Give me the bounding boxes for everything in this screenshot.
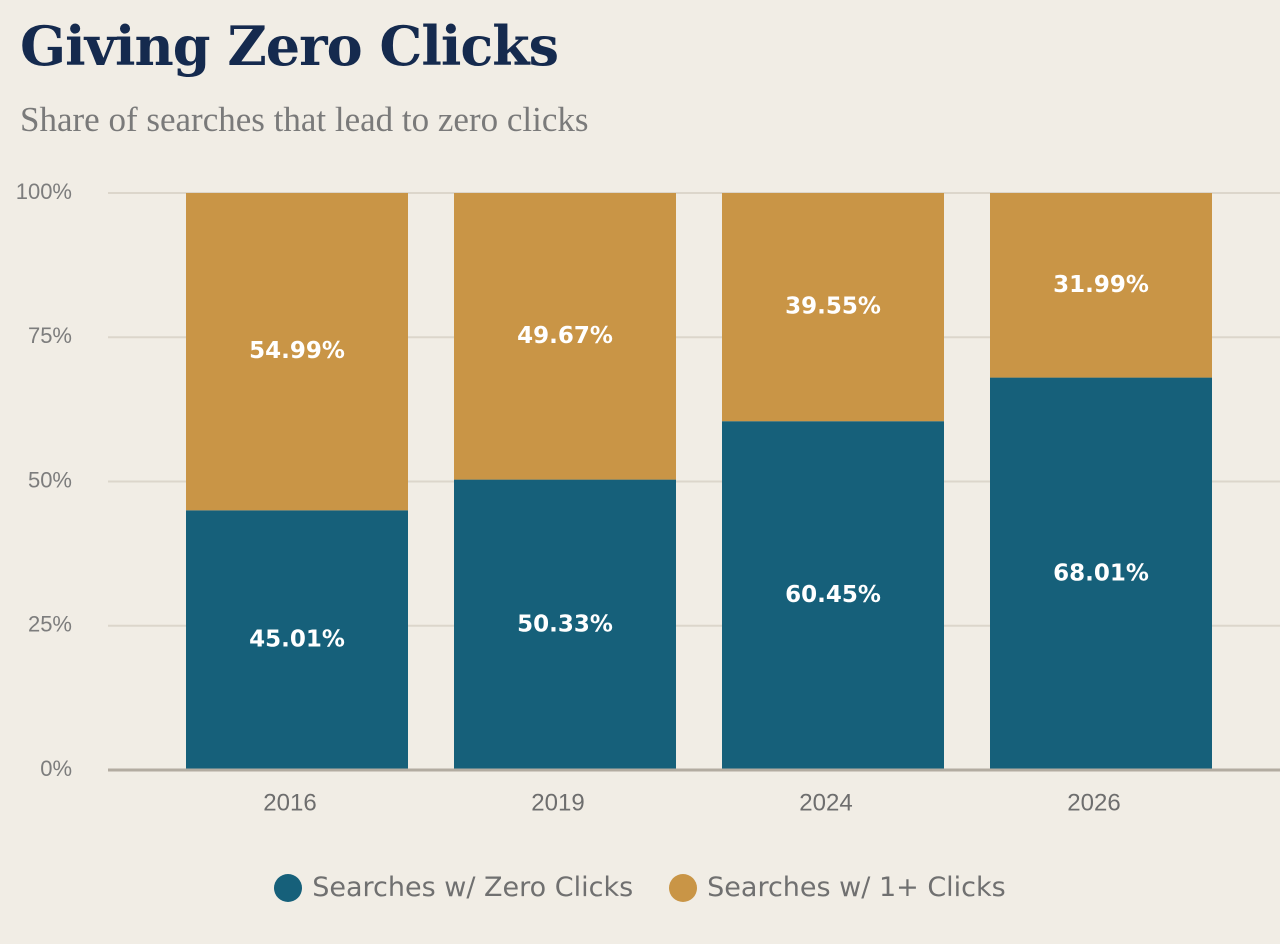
legend-swatch-zero-clicks-icon [274,873,303,902]
data-label-one-plus-clicks-2026: 31.99% [1053,272,1149,298]
legend-item-one-plus-clicks: Searches w/ 1+ Clicks [669,872,1006,903]
data-label-zero-clicks-2026: 68.01% [1053,560,1149,586]
bar-one-plus-clicks-2026 [990,193,1212,378]
legend-swatch-one-plus-clicks-icon [669,873,698,902]
bar-zero-clicks-2016 [186,510,408,770]
data-label-zero-clicks-2016: 45.01% [249,627,345,653]
bar-one-plus-clicks-2016 [186,193,408,511]
data-label-zero-clicks-2024: 60.45% [785,582,881,608]
chart-subtitle: Share of searches that lead to zero clic… [20,100,589,139]
bar-zero-clicks-2019 [454,479,676,770]
y-tick-label: 75% [28,323,72,348]
x-axis-ticks: 2016 2019 2024 2026 [263,789,1120,816]
bar-one-plus-clicks-2019 [454,193,676,480]
x-tick-label: 2016 [263,789,316,816]
x-tick-label: 2019 [531,789,584,816]
bar-zero-clicks-2026 [990,377,1212,770]
bar-zero-clicks-2024 [722,421,944,770]
y-tick-label: 25% [28,612,72,637]
chart-title: Giving Zero Clicks [20,14,559,78]
data-label-one-plus-clicks-2024: 39.55% [785,294,881,320]
x-tick-label: 2024 [799,789,852,816]
bars [186,193,1212,770]
legend-label-one-plus-clicks: Searches w/ 1+ Clicks [707,872,1006,903]
y-tick-label: 0% [40,756,72,781]
legend-item-zero-clicks: Searches w/ Zero Clicks [274,872,633,903]
x-tick-label: 2026 [1067,789,1120,816]
stacked-bar-chart: 0% 25% 50% 75% 100% 45.01% 54.99% 50.33% 49.67%… [16,179,1280,816]
data-label-zero-clicks-2019: 50.33% [517,611,613,637]
data-label-one-plus-clicks-2016: 54.99% [249,338,345,364]
y-tick-label: 50% [28,467,72,492]
y-tick-label: 100% [16,179,72,204]
legend-label-zero-clicks: Searches w/ Zero Clicks [312,872,634,903]
data-labels: 45.01% 54.99% 50.33% 49.67% 60.45% 39.55% 68.0… [249,272,1149,653]
legend: Searches w/ Zero Clicks Searches w/ 1+ C… [0,872,1280,903]
data-label-one-plus-clicks-2019: 49.67% [517,323,613,349]
bar-one-plus-clicks-2024 [722,193,944,422]
y-axis-ticks: 0% 25% 50% 75% 100% [16,179,72,781]
